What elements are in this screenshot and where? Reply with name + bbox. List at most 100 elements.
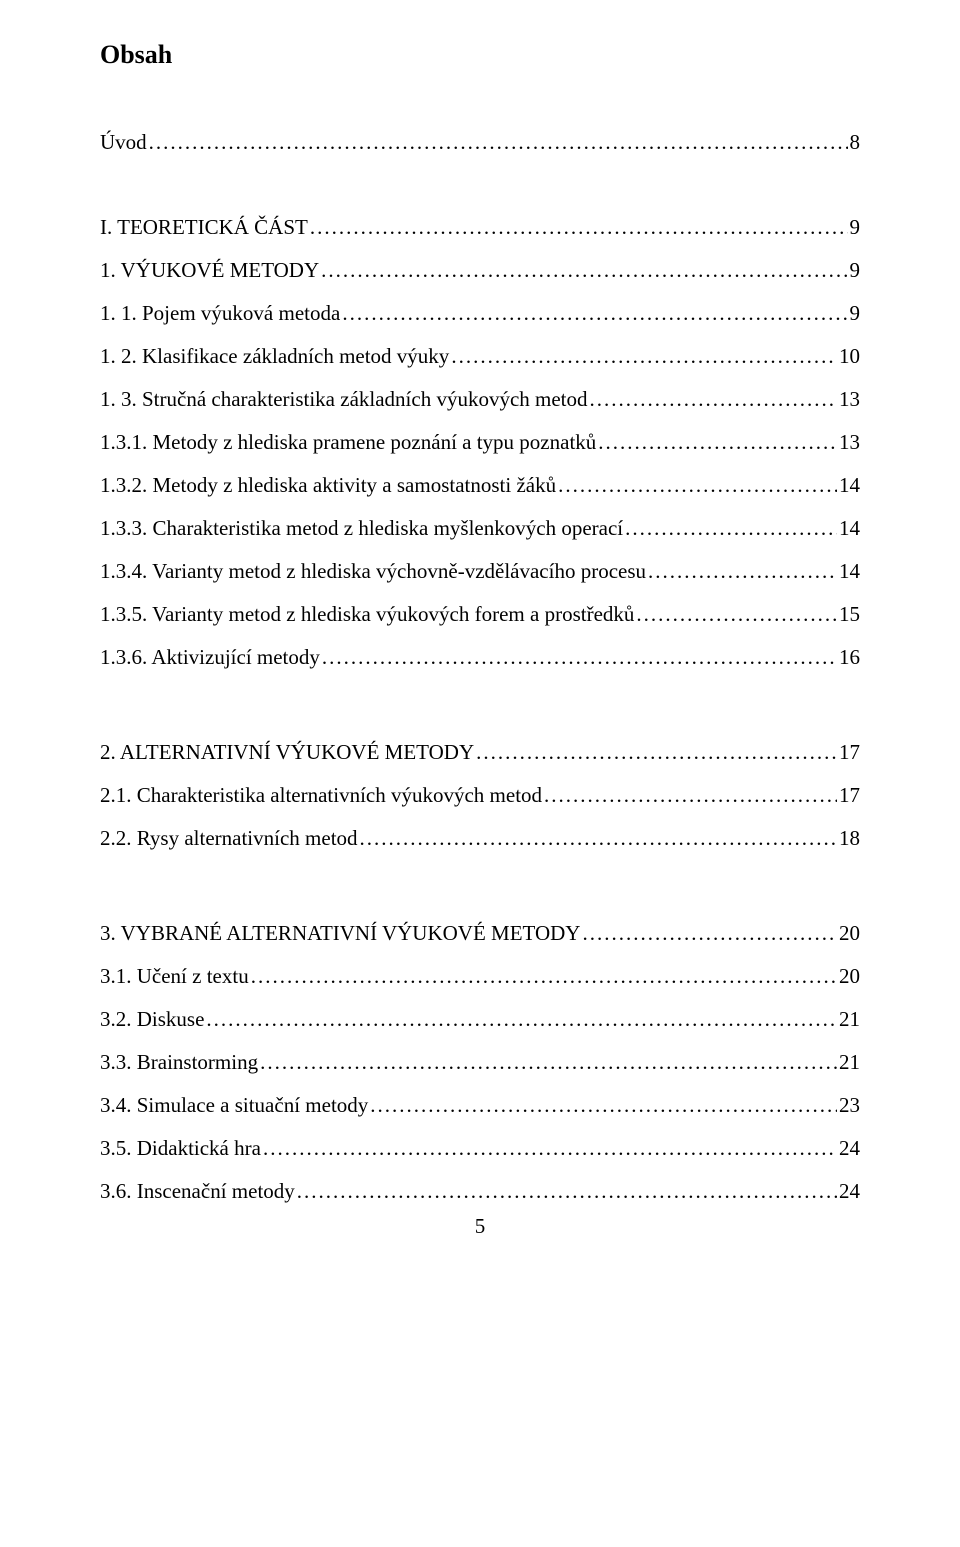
toc-entry: Úvod 8	[100, 130, 860, 155]
spacer	[100, 627, 860, 645]
toc-entry-page: 10	[839, 344, 860, 369]
toc-entry-label: 1. 3. Stručná charakteristika základních…	[100, 387, 588, 412]
toc-entry: 1.3.3. Charakteristika metod z hlediska …	[100, 516, 860, 541]
spacer	[100, 670, 860, 740]
toc-entry: 1. VÝUKOVÉ METODY 9	[100, 258, 860, 283]
toc-entry: 1.3.1. Metody z hlediska pramene poznání…	[100, 430, 860, 455]
toc-entry: 2.2. Rysy alternativních metod 18	[100, 826, 860, 851]
toc-entry-label: 1.3.1. Metody z hlediska pramene poznání…	[100, 430, 596, 455]
toc-leader-dots	[370, 1093, 837, 1118]
spacer	[100, 765, 860, 783]
toc-entry-page: 17	[839, 740, 860, 765]
toc-leader-dots	[260, 1050, 837, 1075]
page-title: Obsah	[100, 40, 860, 70]
page-number: 5	[100, 1214, 860, 1239]
spacer	[100, 851, 860, 921]
toc-leader-dots	[251, 964, 837, 989]
toc-entry-label: 3.4. Simulace a situační metody	[100, 1093, 368, 1118]
toc-entry-page: 14	[839, 516, 860, 541]
toc-entry-label: 3. VYBRANÉ ALTERNATIVNÍ VÝUKOVÉ METODY	[100, 921, 580, 946]
toc-entry: 2. ALTERNATIVNÍ VÝUKOVÉ METODY 17	[100, 740, 860, 765]
toc-entry-label: 2. ALTERNATIVNÍ VÝUKOVÉ METODY	[100, 740, 474, 765]
toc-leader-dots	[544, 783, 837, 808]
toc-entry: 1.3.2. Metody z hlediska aktivity a samo…	[100, 473, 860, 498]
toc-entry: 1. 3. Stručná charakteristika základních…	[100, 387, 860, 412]
table-of-contents: Úvod8I. TEORETICKÁ ČÁST91. VÝUKOVÉ METOD…	[100, 130, 860, 1204]
toc-leader-dots	[297, 1179, 837, 1204]
toc-entry-page: 15	[839, 602, 860, 627]
spacer	[100, 989, 860, 1007]
toc-entry: 3. VYBRANÉ ALTERNATIVNÍ VÝUKOVÉ METODY20	[100, 921, 860, 946]
toc-entry: 1. 2. Klasifikace základních metod výuky…	[100, 344, 860, 369]
toc-leader-dots	[590, 387, 837, 412]
toc-entry-label: 1.3.3. Charakteristika metod z hlediska …	[100, 516, 623, 541]
toc-entry: 3.4. Simulace a situační metody 23	[100, 1093, 860, 1118]
toc-entry-label: 1.3.6. Aktivizující metody	[100, 645, 320, 670]
toc-entry-label: 1. 2. Klasifikace základních metod výuky	[100, 344, 449, 369]
toc-entry-page: 9	[850, 301, 861, 326]
spacer	[100, 584, 860, 602]
toc-entry-label: 1.3.2. Metody z hlediska aktivity a samo…	[100, 473, 556, 498]
toc-entry-label: 3.2. Diskuse	[100, 1007, 204, 1032]
toc-entry-page: 23	[839, 1093, 860, 1118]
toc-entry-label: 1.3.5. Varianty metod z hlediska výukový…	[100, 602, 634, 627]
toc-entry-page: 17	[839, 783, 860, 808]
spacer	[100, 369, 860, 387]
toc-leader-dots	[558, 473, 837, 498]
toc-entry-page: 20	[839, 964, 860, 989]
spacer	[100, 240, 860, 258]
toc-entry-page: 13	[839, 387, 860, 412]
spacer	[100, 155, 860, 215]
toc-entry-label: I. TEORETICKÁ ČÁST	[100, 215, 308, 240]
toc-entry: 2.1. Charakteristika alternativních výuk…	[100, 783, 860, 808]
spacer	[100, 541, 860, 559]
toc-leader-dots	[582, 921, 837, 946]
spacer	[100, 1032, 860, 1050]
toc-entry: I. TEORETICKÁ ČÁST 9	[100, 215, 860, 240]
toc-entry-label: 3.5. Didaktická hra	[100, 1136, 261, 1161]
toc-leader-dots	[476, 740, 837, 765]
toc-entry-label: 3.6. Inscenační metody	[100, 1179, 295, 1204]
toc-leader-dots	[360, 826, 837, 851]
toc-leader-dots	[598, 430, 837, 455]
spacer	[100, 1075, 860, 1093]
toc-leader-dots	[648, 559, 837, 584]
spacer	[100, 808, 860, 826]
toc-leader-dots	[451, 344, 837, 369]
toc-leader-dots	[206, 1007, 837, 1032]
toc-leader-dots	[636, 602, 837, 627]
spacer	[100, 455, 860, 473]
toc-entry: 3.2. Diskuse 21	[100, 1007, 860, 1032]
spacer	[100, 326, 860, 344]
toc-entry-page: 18	[839, 826, 860, 851]
toc-entry: 1. 1. Pojem výuková metoda 9	[100, 301, 860, 326]
toc-entry-label: 1. 1. Pojem výuková metoda	[100, 301, 340, 326]
toc-entry-label: 1.3.4. Varianty metod z hlediska výchovn…	[100, 559, 646, 584]
toc-entry-page: 9	[850, 215, 861, 240]
toc-entry-label: 2.2. Rysy alternativních metod	[100, 826, 358, 851]
toc-entry-page: 24	[839, 1179, 860, 1204]
toc-leader-dots	[149, 130, 848, 155]
toc-leader-dots	[263, 1136, 837, 1161]
toc-entry-page: 14	[839, 473, 860, 498]
spacer	[100, 1161, 860, 1179]
toc-entry-page: 14	[839, 559, 860, 584]
toc-leader-dots	[321, 258, 847, 283]
toc-entry: 1.3.4. Varianty metod z hlediska výchovn…	[100, 559, 860, 584]
toc-entry-page: 21	[839, 1007, 860, 1032]
toc-entry-page: 24	[839, 1136, 860, 1161]
toc-entry-page: 21	[839, 1050, 860, 1075]
toc-leader-dots	[625, 516, 837, 541]
toc-entry-label: 1. VÝUKOVÉ METODY	[100, 258, 319, 283]
toc-entry-label: 3.1. Učení z textu	[100, 964, 249, 989]
toc-entry-page: 16	[839, 645, 860, 670]
toc-entry-label: 3.3. Brainstorming	[100, 1050, 258, 1075]
toc-leader-dots	[310, 215, 848, 240]
toc-entry-page: 8	[850, 130, 861, 155]
spacer	[100, 498, 860, 516]
spacer	[100, 412, 860, 430]
toc-entry-page: 13	[839, 430, 860, 455]
toc-entry-label: Úvod	[100, 130, 147, 155]
toc-entry-label: 2.1. Charakteristika alternativních výuk…	[100, 783, 542, 808]
toc-entry-page: 9	[850, 258, 861, 283]
